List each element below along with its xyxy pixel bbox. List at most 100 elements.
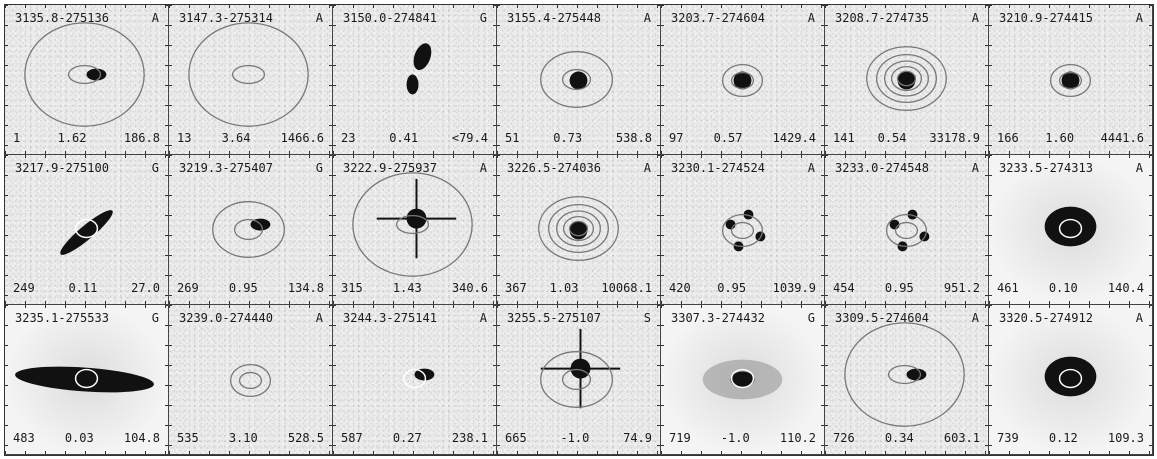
value-n: 315 bbox=[341, 281, 363, 295]
stamp-panel: 3230.1-274524 A 420 0.95 1039.9 bbox=[661, 155, 825, 305]
value-f: 1466.6 bbox=[280, 131, 324, 145]
value-f: 1429.4 bbox=[772, 131, 816, 145]
value-f: 109.3 bbox=[1107, 431, 1144, 445]
value-f: 528.5 bbox=[287, 431, 324, 445]
class-label: A bbox=[643, 11, 651, 25]
stamp-values: 97 0.57 1429.4 bbox=[669, 132, 816, 144]
value-z: 0.12 bbox=[1048, 431, 1078, 445]
stamp-panel: 3309.5-274604 A 726 0.34 603.1 bbox=[825, 305, 989, 455]
value-f: 538.8 bbox=[615, 131, 652, 145]
value-z: 0.95 bbox=[228, 281, 258, 295]
stamp-panel: 3147.3-275314 A 13 3.64 1466.6 bbox=[169, 5, 333, 155]
value-f: 10068.1 bbox=[601, 281, 652, 295]
value-n: 483 bbox=[13, 431, 35, 445]
value-f: 110.2 bbox=[779, 431, 816, 445]
value-z: 0.95 bbox=[884, 281, 914, 295]
stamp-panel: 3233.5-274313 A 461 0.10 140.4 bbox=[989, 155, 1153, 305]
stamp-values: 367 1.03 10068.1 bbox=[505, 282, 652, 294]
stamp-panel: 3255.5-275107 S 665 -1.0 74.9 bbox=[497, 305, 661, 455]
value-n: 249 bbox=[13, 281, 35, 295]
source-id-label: 3233.5-274313 bbox=[999, 161, 1093, 175]
class-label: S bbox=[643, 311, 651, 325]
stamp-values: 454 0.95 951.2 bbox=[833, 282, 980, 294]
stamp-panel: 3307.3-274432 G 719 -1.0 110.2 bbox=[661, 305, 825, 455]
class-label: A bbox=[315, 11, 323, 25]
stamp-panel: 3217.9-275100 G 249 0.11 27.0 bbox=[5, 155, 169, 305]
source-id-label: 3255.5-275107 bbox=[507, 311, 601, 325]
value-f: 951.2 bbox=[943, 281, 980, 295]
value-z: 0.73 bbox=[553, 131, 583, 145]
stamp-values: 249 0.11 27.0 bbox=[13, 282, 160, 294]
source-id-label: 3230.1-274524 bbox=[671, 161, 765, 175]
class-label: A bbox=[1135, 311, 1143, 325]
value-z: -1.0 bbox=[720, 431, 750, 445]
source-id-label: 3210.9-274415 bbox=[999, 11, 1093, 25]
value-n: 141 bbox=[833, 131, 855, 145]
stamp-values: 166 1.60 4441.6 bbox=[997, 132, 1144, 144]
stamp-values: 315 1.43 340.6 bbox=[341, 282, 488, 294]
value-z: 3.64 bbox=[221, 131, 251, 145]
stamp-values: 23 0.41 <79.4 bbox=[341, 132, 488, 144]
value-n: 51 bbox=[505, 131, 520, 145]
stamp-values: 719 -1.0 110.2 bbox=[669, 432, 816, 444]
source-id-label: 3217.9-275100 bbox=[15, 161, 109, 175]
value-z: -1.0 bbox=[560, 431, 590, 445]
stamp-values: 461 0.10 140.4 bbox=[997, 282, 1144, 294]
class-label: A bbox=[971, 311, 979, 325]
stamp-panel: 3135.8-275136 A 1 1.62 186.8 bbox=[5, 5, 169, 155]
class-label: G bbox=[807, 311, 815, 325]
stamp-panel: 3222.9-275937 A 315 1.43 340.6 bbox=[333, 155, 497, 305]
value-n: 719 bbox=[669, 431, 691, 445]
value-f: 4441.6 bbox=[1100, 131, 1144, 145]
value-n: 726 bbox=[833, 431, 855, 445]
class-label: A bbox=[807, 161, 815, 175]
source-id-label: 3203.7-274604 bbox=[671, 11, 765, 25]
value-n: 665 bbox=[505, 431, 527, 445]
stamp-values: 141 0.54 33178.9 bbox=[833, 132, 980, 144]
class-label: G bbox=[479, 11, 487, 25]
class-label: G bbox=[151, 161, 159, 175]
value-f: 603.1 bbox=[943, 431, 980, 445]
value-f: 140.4 bbox=[1107, 281, 1144, 295]
source-id-label: 3147.3-275314 bbox=[179, 11, 273, 25]
stamp-panel: 3239.0-274440 A 535 3.10 528.5 bbox=[169, 305, 333, 455]
source-id-label: 3208.7-274735 bbox=[835, 11, 929, 25]
stamp-values: 1 1.62 186.8 bbox=[13, 132, 160, 144]
stamp-values: 420 0.95 1039.9 bbox=[669, 282, 816, 294]
value-z: 0.10 bbox=[1048, 281, 1078, 295]
value-z: 0.34 bbox=[884, 431, 914, 445]
stamp-panel: 3235.1-275533 G 483 0.03 104.8 bbox=[5, 305, 169, 455]
value-n: 166 bbox=[997, 131, 1019, 145]
value-f: 27.0 bbox=[131, 281, 160, 295]
stamp-values: 535 3.10 528.5 bbox=[177, 432, 324, 444]
value-z: 0.41 bbox=[389, 131, 419, 145]
class-label: G bbox=[151, 311, 159, 325]
source-id-label: 3226.5-274036 bbox=[507, 161, 601, 175]
class-label: A bbox=[479, 161, 487, 175]
stamp-panel: 3219.3-275407 G 269 0.95 134.8 bbox=[169, 155, 333, 305]
stamp-panel: 3155.4-275448 A 51 0.73 538.8 bbox=[497, 5, 661, 155]
value-f: 186.8 bbox=[123, 131, 160, 145]
value-z: 0.95 bbox=[717, 281, 747, 295]
value-z: 0.11 bbox=[68, 281, 98, 295]
stamp-panel: 3233.0-274548 A 454 0.95 951.2 bbox=[825, 155, 989, 305]
value-n: 1 bbox=[13, 131, 21, 145]
value-n: 23 bbox=[341, 131, 356, 145]
stamp-panel: 3208.7-274735 A 141 0.54 33178.9 bbox=[825, 5, 989, 155]
stamp-panel: 3210.9-274415 A 166 1.60 4441.6 bbox=[989, 5, 1153, 155]
value-n: 535 bbox=[177, 431, 199, 445]
class-label: G bbox=[315, 161, 323, 175]
value-z: 0.27 bbox=[392, 431, 422, 445]
class-label: A bbox=[151, 11, 159, 25]
value-f: 74.9 bbox=[623, 431, 652, 445]
value-f: 134.8 bbox=[287, 281, 324, 295]
source-id-label: 3307.3-274432 bbox=[671, 311, 765, 325]
value-z: 1.62 bbox=[57, 131, 87, 145]
value-f: 33178.9 bbox=[929, 131, 980, 145]
value-f: <79.4 bbox=[451, 131, 488, 145]
source-id-label: 3155.4-275448 bbox=[507, 11, 601, 25]
image-stamp-grid: 3135.8-275136 A 1 1.62 186.8 3147.3-275314 A 13… bbox=[4, 4, 1154, 456]
stamp-panel: 3244.3-275141 A 587 0.27 238.1 bbox=[333, 305, 497, 455]
value-z: 0.54 bbox=[877, 131, 907, 145]
source-id-label: 3219.3-275407 bbox=[179, 161, 273, 175]
